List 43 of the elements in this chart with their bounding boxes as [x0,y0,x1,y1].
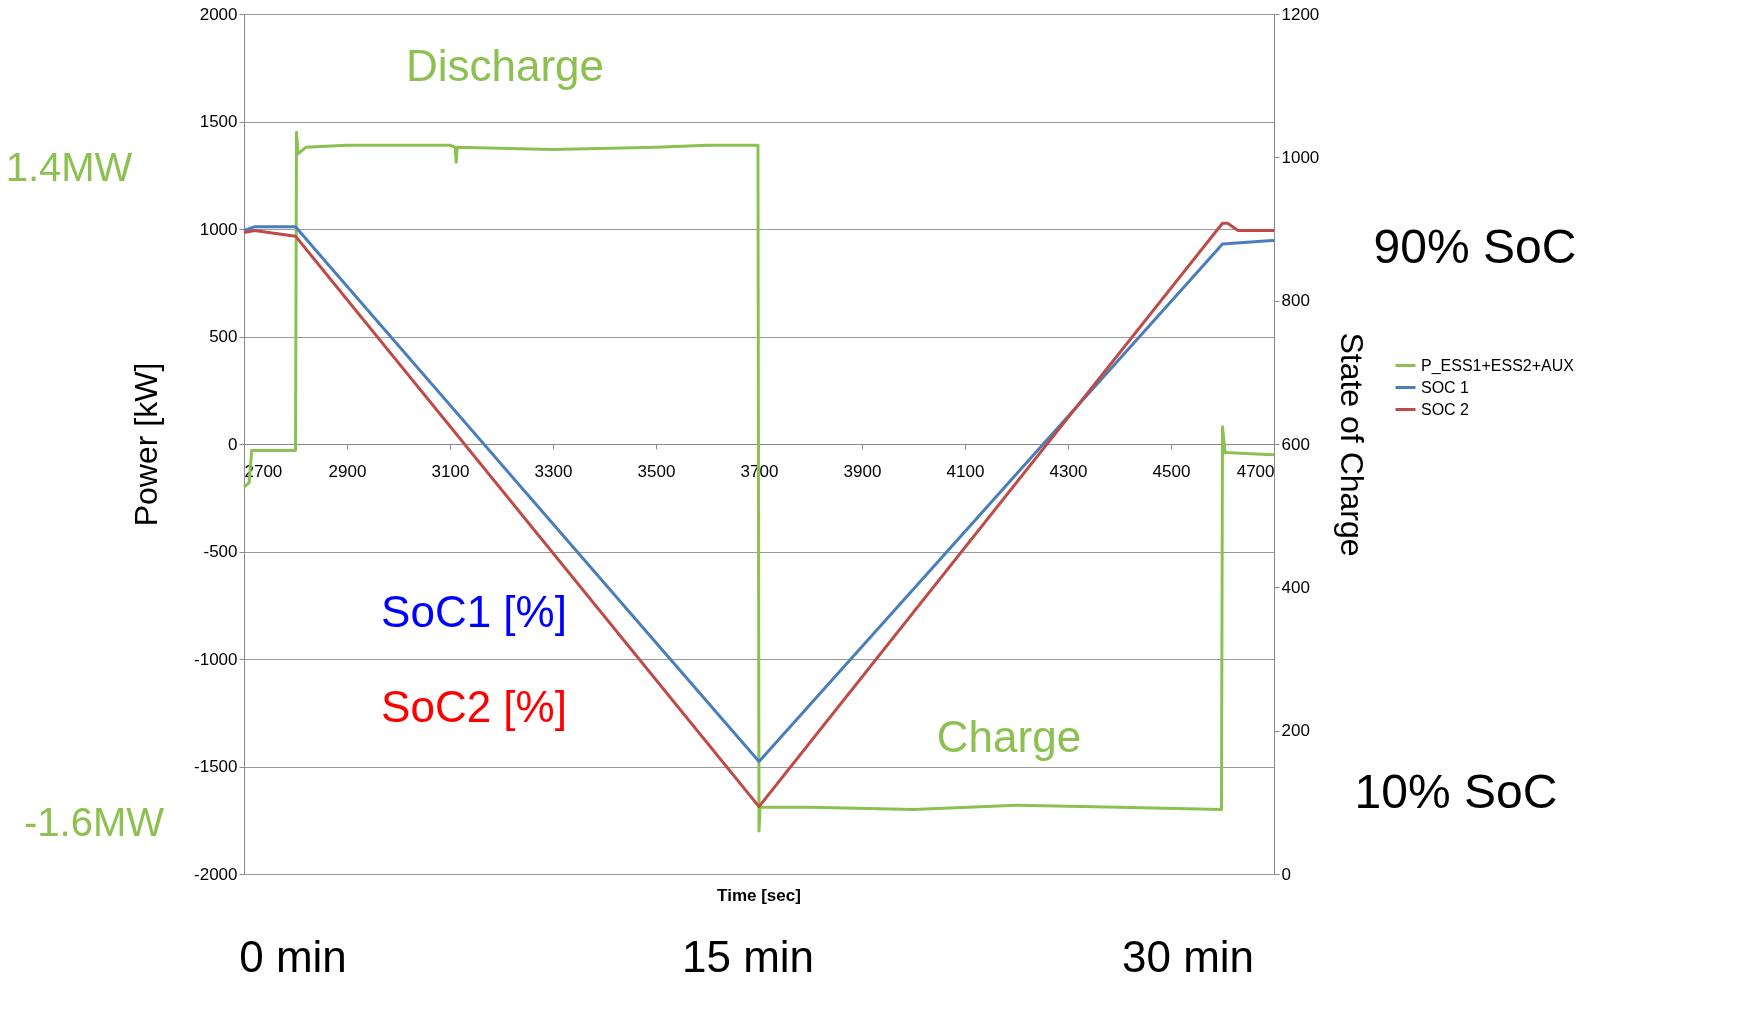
y2-tick-label: 1000 [1281,147,1320,167]
text: 10% SoC [1354,765,1558,818]
x-tick-label: 3900 [843,461,882,481]
annotation: Charge [936,712,1082,761]
y-tick-label: -2000 [194,864,238,884]
text: 90% SoC [1373,220,1577,273]
y-tick-label: -1500 [194,757,238,776]
y-axis-title: Power [kW] [128,362,165,527]
y-tick-label: 500 [209,327,238,346]
text: 15 min [681,932,815,981]
y2-axis-title: State of Charge [1334,332,1371,557]
x-tick-label: 3500 [637,461,676,481]
y2-tick-label: 600 [1281,434,1310,454]
x-tick-label: 4100 [946,461,985,481]
x-tick-label: 2900 [328,461,367,481]
text: 0 min [239,932,347,981]
x-axis-title: Time [sec] [717,886,801,905]
y-tick-label: 0 [228,434,238,454]
annotation: SoC1 [%] [381,587,567,636]
x-tick-label: 4700 [1236,461,1275,481]
x-tick-label: 4300 [1049,461,1088,481]
legend-label: P_ESS1+ESS2+AUX [1421,356,1575,375]
y-tick-label: -1000 [194,649,238,669]
y-tick-label: 2000 [199,4,238,24]
y-tick-label: 1000 [199,219,238,239]
y-tick-label: -500 [203,542,238,561]
annotation: Discharge [405,41,605,90]
y2-tick-label: 1200 [1281,4,1320,24]
y-tick-label: 1500 [199,112,238,131]
x-tick-label: 4500 [1152,461,1191,481]
y2-tick-label: 800 [1281,291,1310,311]
x-tick-label: 3300 [534,461,573,481]
legend-label: SOC 2 [1421,400,1470,418]
text: 30 min [1121,932,1255,981]
annotation: SoC2 [%] [381,682,567,731]
text: 1.4MW [5,145,133,189]
y2-tick-label: 400 [1281,577,1310,597]
y2-tick-label: 0 [1281,864,1291,884]
text: -1.6MW [24,800,165,844]
legend-label: SOC 1 [1421,378,1470,396]
line-series [242,130,1276,833]
x-tick-label: 3100 [431,461,470,481]
y2-tick-label: 200 [1281,721,1310,741]
